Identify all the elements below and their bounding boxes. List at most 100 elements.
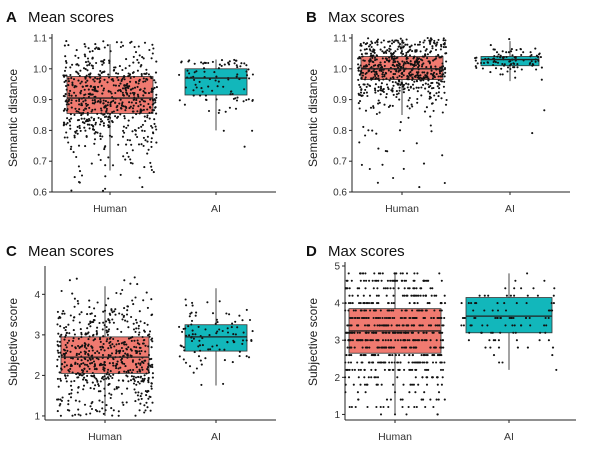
panel-c-human-point: [132, 375, 135, 378]
panel-a-human-point: [129, 88, 132, 91]
panel-a-human-point: [102, 113, 105, 116]
panel-b-human-point: [359, 49, 362, 52]
panel-d-human-point: [387, 331, 390, 334]
panel-a-ai-point: [245, 64, 248, 67]
panel-a-human-point: [65, 103, 68, 106]
panel-a-human-point: [125, 91, 128, 94]
panel-a-human-point: [106, 104, 109, 107]
panel-b-human-point: [368, 84, 371, 87]
panel-c-human-point: [66, 408, 69, 412]
panel-c-human-point: [135, 327, 138, 330]
panel-a-human-point: [99, 135, 102, 138]
panel-c-human-point: [63, 374, 67, 377]
panel-c-human-point: [65, 346, 68, 349]
panel-b-human-point: [444, 39, 447, 42]
panel-b-ai-point: [529, 55, 532, 58]
panel-a-human-point: [137, 82, 140, 85]
panel-c-human-point: [78, 321, 81, 324]
panel-c-human-point: [132, 368, 135, 372]
panel-d-human-point: [388, 354, 391, 357]
panel-b-human-point: [399, 37, 402, 40]
panel-a-ai-point: [183, 103, 186, 106]
panel-c-human-point: [150, 387, 153, 390]
panel-a-human-point: [63, 107, 66, 110]
panel-c-human-point: [121, 401, 124, 404]
panel-d-human-point: [431, 376, 434, 379]
panel-d-human-point: [377, 279, 380, 282]
panel-a-human-point: [98, 48, 101, 51]
panel-d-human-point: [422, 316, 425, 320]
panel-c-ai-point: [231, 322, 234, 325]
panel-a-ai-point: [223, 63, 226, 66]
panel-c-human-point: [145, 394, 148, 397]
panel-a-ai-point: [247, 68, 250, 71]
panel-d-ai-point: [520, 287, 523, 290]
panel-c-human-point: [87, 343, 90, 346]
panel-b-human-point: [389, 70, 392, 73]
panel-b-human-point: [409, 71, 412, 74]
panel-c-human-point: [135, 350, 138, 353]
panel-c-human-point: [104, 304, 108, 307]
panel-a-ytick-label: 1.1: [33, 34, 47, 45]
panel-b-ai-point: [502, 64, 506, 67]
panel-b-human-point: [378, 63, 381, 66]
panel-c-human-point: [107, 377, 110, 380]
panel-d-human-point: [364, 391, 367, 394]
panel-a-ai-point: [234, 97, 237, 100]
panel-a-human-point: [101, 92, 104, 95]
panel-a-human-point: [125, 58, 128, 61]
panel-c-human-point: [138, 350, 141, 353]
panel-a-ai-point: [248, 77, 251, 80]
panel-a-label: A: [6, 9, 17, 26]
panel-a-human-point: [102, 70, 105, 74]
panel-a-human-point: [78, 74, 81, 77]
panel-b-human-point: [430, 130, 433, 133]
panel-d-ai-point: [504, 309, 508, 312]
panel-b-human-point: [415, 79, 418, 82]
panel-c-human-point: [69, 367, 72, 370]
panel-c-human-point: [124, 319, 127, 322]
panel-a-human-point: [103, 146, 106, 149]
panel-d-human-point: [397, 331, 401, 334]
panel-d-human-point: [426, 302, 429, 305]
panel-d-human-point: [426, 354, 429, 357]
panel-b-ai-point: [535, 68, 538, 71]
panel-d-human-point: [426, 279, 429, 282]
panel-c-human-point: [103, 394, 106, 397]
panel-a-human-point: [94, 121, 97, 124]
panel-d-human-point: [360, 361, 363, 364]
panel-c-human-point: [80, 336, 83, 339]
panel-d-human-point: [356, 339, 359, 342]
panel-a-human-point: [73, 86, 76, 89]
panel-a-human-point: [80, 174, 84, 177]
panel-b-human-point: [392, 41, 395, 44]
panel-b-human-point: [437, 53, 440, 56]
panel-a-human-point: [84, 68, 87, 71]
panel-a-human-point: [114, 115, 117, 118]
panel-d-ai-point: [552, 294, 555, 297]
panel-a-human-point: [95, 90, 98, 93]
panel-a-human-point: [93, 138, 97, 141]
panel-c-human-point: [91, 381, 94, 384]
panel-a-human-point: [152, 47, 155, 50]
panel-a-human-point: [97, 153, 100, 156]
panel-a-human-point: [83, 126, 86, 129]
panel-a-human-point: [107, 116, 110, 119]
panel-d-human-point: [418, 324, 421, 327]
panel-d-human-points: [344, 272, 447, 416]
panel-b-human-point: [416, 101, 419, 104]
panel-d-ai-point: [499, 316, 502, 320]
panel-a-human-point: [70, 101, 73, 105]
panel-b-human-point: [404, 43, 407, 46]
panel-c-human-point: [56, 365, 59, 368]
panel-d-human-point: [372, 287, 375, 290]
panel-c-human-point: [92, 339, 95, 342]
panel-c-ai-point: [216, 321, 219, 324]
panel-b-human-point: [376, 41, 379, 44]
panel-b-human-point: [434, 48, 438, 51]
panel-d-human-point: [440, 309, 443, 312]
panel-d-human-point: [401, 324, 404, 327]
panel-c-human-point: [63, 365, 66, 368]
panel-d-human-point: [387, 368, 390, 371]
panel-a-human-point: [123, 131, 126, 134]
